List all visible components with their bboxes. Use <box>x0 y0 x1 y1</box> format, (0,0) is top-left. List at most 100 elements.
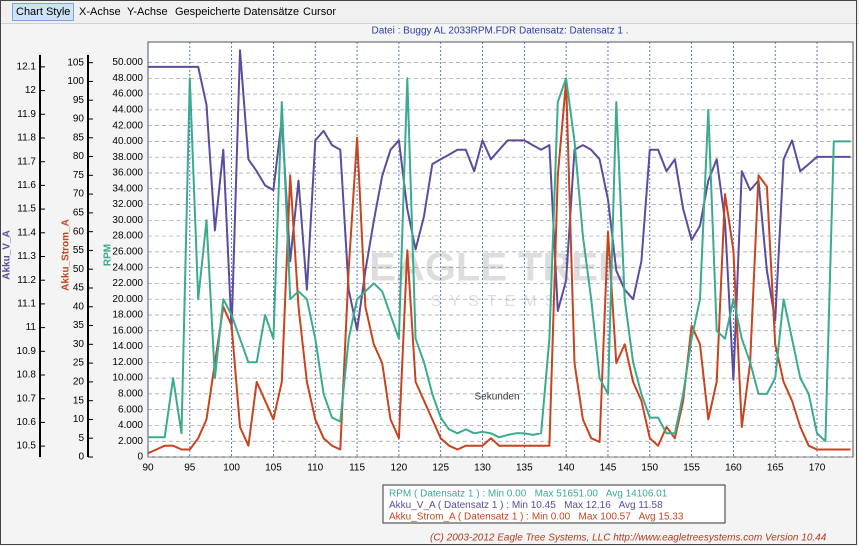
x-tick-label: 110 <box>307 463 323 474</box>
y-tick-label: 10.000 <box>112 373 143 384</box>
y-axis-title: Akku_V_A <box>2 230 13 279</box>
y2-tick-label: 0 <box>78 452 84 463</box>
y3-tick-label: 10.9 <box>17 346 37 357</box>
watermark: SYSTEMS <box>431 293 563 310</box>
menu-item[interactable]: Y-Achse <box>127 6 168 18</box>
y2-tick-label: 95 <box>73 95 85 106</box>
y3-tick-label: 12.1 <box>17 62 37 73</box>
y3-tick-label: 10.7 <box>17 393 37 404</box>
y2-tick-label: 10 <box>73 414 85 425</box>
y-tick-label: 14.000 <box>112 341 143 352</box>
stats-line: RPM ( Datensatz 1 ) : Min 0.00 Max 51651… <box>389 489 668 500</box>
y2-tick-label: 105 <box>67 57 84 68</box>
stats-line: Akku_V_A ( Datensatz 1 ) : Min 10.45 Max… <box>389 500 663 511</box>
x-tick-label: 105 <box>265 463 282 474</box>
y3-tick-label: 11.6 <box>17 180 36 191</box>
menu-item[interactable]: Gespeicherte Datensätze <box>175 6 300 18</box>
y2-tick-label: 90 <box>73 114 85 125</box>
y-tick-label: 20.000 <box>112 294 143 305</box>
y-tick-label: 26.000 <box>112 247 143 258</box>
chart-title: Datei : Buggy AL 2033RPM.FDR Datensatz: … <box>372 26 629 37</box>
x-tick-label: 135 <box>516 463 533 474</box>
y-tick-label: 38.000 <box>112 152 143 163</box>
menu-item[interactable]: X-Achse <box>79 6 121 18</box>
y2-tick-label: 75 <box>73 170 85 181</box>
series-line <box>148 49 851 381</box>
x-tick-label: 95 <box>184 463 196 474</box>
y3-tick-label: 11.8 <box>17 133 36 144</box>
y-tick-label: 22.000 <box>112 278 143 289</box>
y2-tick-label: 85 <box>73 132 85 143</box>
y-tick-label: 0 <box>137 452 143 463</box>
y3-tick-label: 11.3 <box>17 251 36 262</box>
stats-line: Akku_Strom_A ( Datensatz 1 ) : Min 0.00 … <box>389 512 684 523</box>
y3-tick-label: 10.6 <box>17 417 37 428</box>
menu-item[interactable]: Chart Style <box>12 3 75 21</box>
y2-tick-label: 50 <box>73 264 85 275</box>
y-tick-label: 50.000 <box>112 57 143 68</box>
y-tick-label: 24.000 <box>112 262 143 273</box>
y2-tick-label: 5 <box>78 433 84 444</box>
y2-tick-label: 20 <box>73 377 85 388</box>
y3-tick-label: 11.7 <box>17 156 36 167</box>
y2-tick-label: 45 <box>73 283 85 294</box>
plot-area <box>147 41 854 458</box>
x-tick-label: 100 <box>223 463 240 474</box>
y-tick-label: 28.000 <box>112 231 143 242</box>
y-tick-label: 2.000 <box>118 436 143 447</box>
y-tick-label: 32.000 <box>112 199 143 210</box>
y-tick-label: 16.000 <box>112 325 143 336</box>
x-tick-label: 120 <box>391 463 408 474</box>
y-tick-label: 12.000 <box>112 357 143 368</box>
y3-tick-label: 10.8 <box>17 370 37 381</box>
x-axis-title: Sekunden <box>474 392 519 403</box>
y2-tick-label: 40 <box>73 301 85 312</box>
x-tick-label: 170 <box>809 463 826 474</box>
y-tick-label: 30.000 <box>112 215 143 226</box>
y3-tick-label: 12 <box>25 85 37 96</box>
y-tick-label: 36.000 <box>112 168 143 179</box>
y2-tick-label: 25 <box>73 358 85 369</box>
y-tick-label: 18.000 <box>112 310 143 321</box>
x-tick-label: 125 <box>432 463 449 474</box>
y2-tick-label: 55 <box>73 245 85 256</box>
x-tick-label: 155 <box>683 463 700 474</box>
y-tick-label: 44.000 <box>112 104 143 115</box>
menu-item[interactable]: Cursor <box>303 6 337 18</box>
y-tick-label: 34.000 <box>112 183 143 194</box>
x-tick-label: 140 <box>558 463 575 474</box>
x-tick-label: 145 <box>600 463 617 474</box>
y3-tick-label: 11.9 <box>17 109 36 120</box>
y-tick-label: 8.000 <box>118 389 143 400</box>
x-tick-label: 115 <box>349 463 365 474</box>
y2-tick-label: 65 <box>73 208 85 219</box>
y3-tick-label: 11.1 <box>17 299 36 310</box>
x-tick-label: 160 <box>725 463 742 474</box>
stats-box <box>382 484 726 524</box>
y-tick-label: 4.000 <box>118 420 143 431</box>
menu-bar: Chart Style X-Achse Y-Achse Gespeicherte… <box>0 0 859 24</box>
series-line <box>148 77 851 443</box>
y-tick-label: 6.000 <box>118 404 143 415</box>
y-tick-label: 40.000 <box>112 136 143 147</box>
series-line <box>147 80 851 455</box>
y2-tick-label: 80 <box>73 151 85 162</box>
y-tick-label: 46.000 <box>112 89 143 100</box>
y2-tick-label: 15 <box>73 395 85 406</box>
y2-tick-label: 35 <box>73 320 85 331</box>
y2-tick-label: 100 <box>67 76 84 87</box>
y2-tick-label: 70 <box>73 189 85 200</box>
y2-tick-label: 60 <box>73 226 85 237</box>
y-axis-title: Akku_Strom_A <box>61 219 72 291</box>
x-tick-label: 165 <box>767 463 784 474</box>
y3-tick-label: 11.2 <box>17 275 36 286</box>
y2-tick-label: 30 <box>73 339 85 350</box>
y3-tick-label: 11 <box>26 322 37 333</box>
x-tick-label: 150 <box>641 463 658 474</box>
footer: (C) 2003-2012 Eagle Tree Systems, LLC ht… <box>430 533 827 544</box>
y-tick-label: 48.000 <box>112 73 143 84</box>
x-tick-label: 90 <box>142 463 154 474</box>
